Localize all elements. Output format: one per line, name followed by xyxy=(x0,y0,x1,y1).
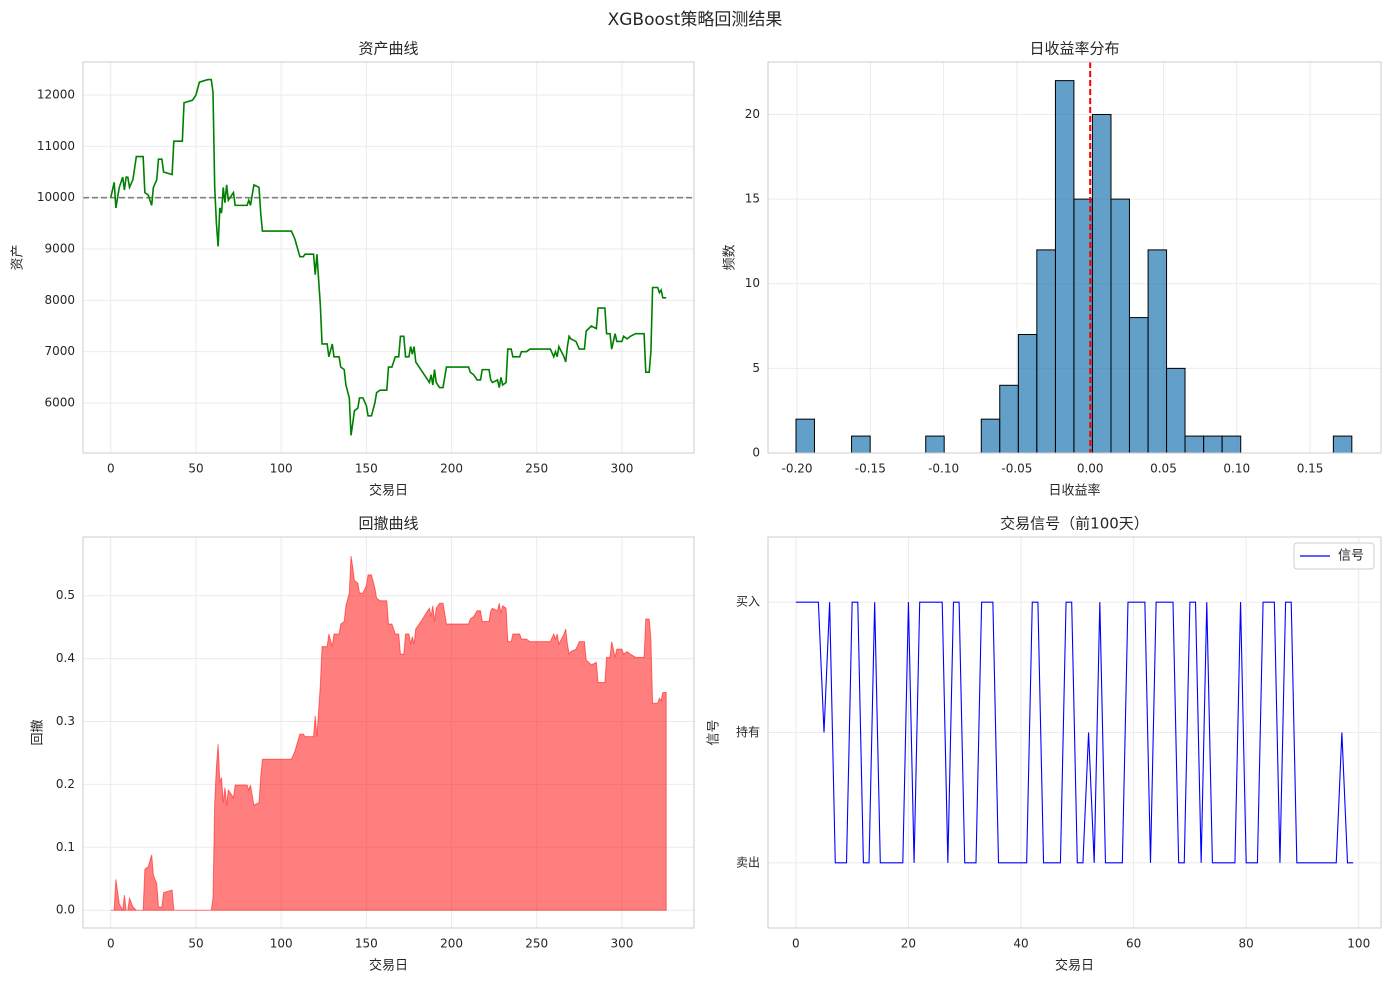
y-tick-label: 持有 xyxy=(736,724,760,739)
y-tick-label: 20 xyxy=(745,107,760,121)
histogram-bar xyxy=(999,384,1019,454)
x-tick-label: -0.10 xyxy=(928,462,959,476)
subplot-title: 回撤曲线 xyxy=(358,515,418,533)
y-tick-label: 0.1 xyxy=(56,840,75,854)
subplot-title: 日收益率分布 xyxy=(1029,40,1119,58)
x-tick-label: 100 xyxy=(270,462,293,476)
histogram-bar xyxy=(1166,367,1186,454)
plot-area xyxy=(83,62,694,453)
x-tick-label: 150 xyxy=(355,462,378,476)
x-tick-label: 150 xyxy=(355,937,378,951)
x-tick-label: -0.20 xyxy=(781,462,812,476)
histogram-bar xyxy=(980,418,1001,454)
subplot-title: 资产曲线 xyxy=(358,40,418,58)
histogram-bar xyxy=(1184,435,1205,454)
x-tick-label: 0.10 xyxy=(1223,462,1250,476)
y-tick-label: 5 xyxy=(752,361,760,375)
y-tick-label: 买入 xyxy=(736,595,760,609)
x-tick-label: 200 xyxy=(440,462,463,476)
histogram-bar xyxy=(1221,435,1242,454)
histogram-bar xyxy=(851,435,871,454)
x-tick-label: 300 xyxy=(610,937,633,951)
axes-frame xyxy=(767,536,1382,929)
x-tick-label: 100 xyxy=(270,937,293,951)
histogram-bar xyxy=(925,435,945,454)
y-axis-label: 信号 xyxy=(707,719,722,745)
x-tick-label: 300 xyxy=(610,462,633,476)
y-tick-label: 10 xyxy=(745,276,760,290)
x-tick-label: 40 xyxy=(1013,937,1028,951)
y-tick-label: 0.2 xyxy=(56,777,75,791)
x-tick-label: 0.00 xyxy=(1077,462,1104,476)
x-tick-label: 0 xyxy=(107,462,115,476)
y-axis-label: 回撤 xyxy=(30,719,46,745)
y-tick-label: 卖出 xyxy=(736,855,760,869)
x-tick-label: 250 xyxy=(525,937,548,951)
x-tick-label: -0.15 xyxy=(855,462,886,476)
x-tick-label: 20 xyxy=(901,937,916,951)
histogram-bar xyxy=(1110,198,1130,454)
figure-title: XGBoost策略回测结果 xyxy=(608,10,783,30)
axes-frame xyxy=(767,61,1382,454)
y-tick-label: 0.5 xyxy=(56,588,75,602)
y-tick-label: 0.3 xyxy=(56,714,75,728)
x-tick-label: 50 xyxy=(188,462,203,476)
y-tick-label: 9000 xyxy=(44,242,75,256)
x-axis-label: 交易日 xyxy=(369,483,408,499)
x-tick-label: 250 xyxy=(525,462,548,476)
axes-frame xyxy=(82,536,695,929)
y-tick-label: 7000 xyxy=(44,344,75,358)
histogram-bar xyxy=(1054,80,1075,454)
y-tick-label: 0 xyxy=(752,446,760,460)
x-tick-label: 0.05 xyxy=(1150,462,1177,476)
legend-label: 信号 xyxy=(1338,549,1364,564)
subplot: 0 50 100 150 200 250 300 0.0 0.1 0.2 0.3 0.4 0.5 回撤曲线… xyxy=(30,515,695,974)
data-line xyxy=(109,78,667,436)
histogram-bar xyxy=(1017,334,1038,454)
histogram-bar xyxy=(795,418,815,454)
y-tick-label: 10000 xyxy=(37,190,75,204)
histogram-bar xyxy=(1091,113,1112,454)
histogram-bar xyxy=(1128,317,1149,454)
y-tick-label: 15 xyxy=(745,192,760,206)
x-tick-label: 80 xyxy=(1239,937,1254,951)
x-tick-label: 50 xyxy=(188,937,203,951)
y-tick-label: 0.0 xyxy=(56,903,75,917)
y-tick-label: 12000 xyxy=(37,88,75,102)
subplot: -0.20 -0.15 -0.10 -0.05 0.00 0.05 0.10 0.15 0 5 10… xyxy=(723,40,1382,499)
subplot: 0 50 100 150 200 250 300 6000 7000 8000 9000 10000 1… xyxy=(11,40,695,499)
legend-box xyxy=(1293,542,1375,570)
x-tick-label: 200 xyxy=(440,937,463,951)
y-tick-label: 0.4 xyxy=(56,651,75,665)
x-tick-label: 0 xyxy=(107,937,115,951)
axes-frame xyxy=(82,61,695,454)
y-tick-label: 6000 xyxy=(44,396,75,410)
y-axis-label: 频数 xyxy=(723,244,738,270)
drawdown-area xyxy=(110,555,667,912)
x-tick-label: 0 xyxy=(792,937,800,951)
x-tick-label: 0.15 xyxy=(1297,462,1324,476)
x-tick-label: -0.05 xyxy=(1001,462,1032,476)
x-axis-label: 交易日 xyxy=(1055,958,1094,974)
x-tick-label: 60 xyxy=(1126,937,1141,951)
data-line xyxy=(795,601,1354,864)
x-axis-label: 日收益率 xyxy=(1048,483,1100,499)
histogram-bar xyxy=(1036,249,1056,454)
subplot-title: 交易信号（前100天） xyxy=(1000,515,1149,533)
x-axis-label: 交易日 xyxy=(369,958,408,974)
x-tick-label: 100 xyxy=(1347,937,1370,951)
y-tick-label: 8000 xyxy=(44,293,75,307)
y-axis-label: 资产 xyxy=(11,244,26,270)
histogram-bar xyxy=(1203,435,1223,454)
histogram-bar xyxy=(1147,249,1168,454)
histogram-bar xyxy=(1332,435,1353,454)
y-tick-label: 11000 xyxy=(37,139,75,153)
